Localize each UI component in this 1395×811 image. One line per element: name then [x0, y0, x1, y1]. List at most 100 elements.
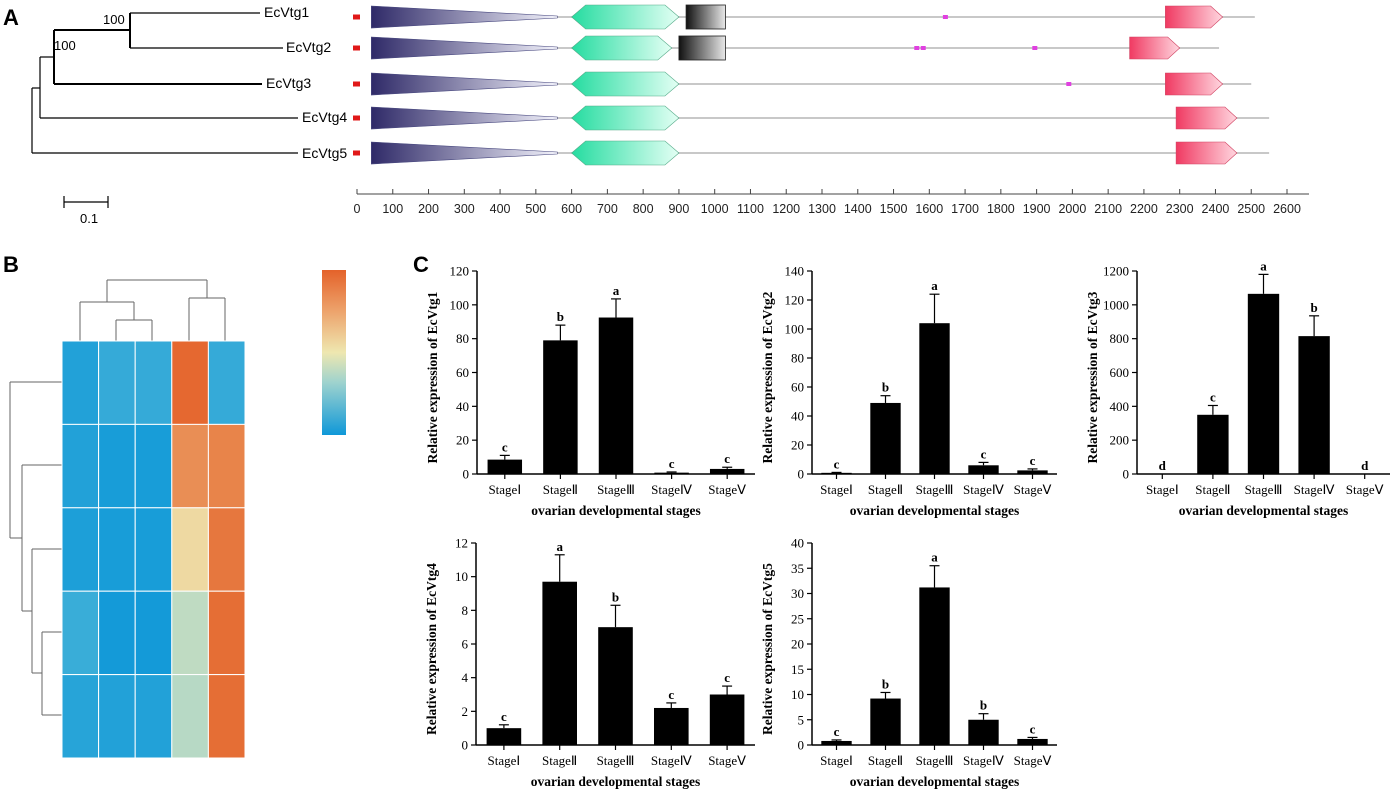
y-tick-label: 15: [791, 662, 804, 677]
taxon-label: EcVtg2: [286, 39, 331, 55]
domain-axis-tick-label: 700: [597, 202, 618, 216]
domain-axis-tick-label: 2200: [1130, 202, 1158, 216]
significance-letter: d: [1159, 458, 1167, 473]
heatmap-cell: [61, 340, 100, 425]
motif-marker: [914, 46, 920, 50]
protein-track: [353, 140, 1270, 166]
significance-letter: c: [981, 446, 987, 461]
lpd-n-domain: [371, 36, 558, 60]
domain-axis-tick-label: 600: [561, 202, 582, 216]
vwd-domain: [1175, 106, 1238, 130]
bar: [968, 465, 999, 474]
protein-track: [353, 4, 1255, 30]
x-tick-label: StageⅠ: [488, 753, 521, 768]
y-tick-label: 0: [463, 467, 470, 482]
bar: [654, 472, 689, 474]
significance-letter: a: [613, 283, 620, 298]
heatmap-cell: [61, 507, 100, 592]
x-tick-label: StageⅠ: [488, 482, 521, 497]
y-tick-label: 10: [455, 569, 468, 584]
lpd-n-domain: [371, 106, 558, 130]
significance-letter: d: [1361, 458, 1369, 473]
bar: [709, 468, 745, 474]
y-tick-label: 100: [450, 297, 470, 312]
domain-axis: 0 100 200 300 400 500 600 700 800 900 1000 1100 1200…: [354, 189, 1309, 216]
x-tick-label: StageⅡ: [1195, 482, 1230, 497]
vwd-domain: [1175, 141, 1238, 165]
x-tick-label: StageⅤ: [1346, 482, 1384, 497]
x-tick-label: StageⅡ: [868, 482, 903, 497]
taxon-label: EcVtg4: [302, 109, 347, 125]
motif-marker: [942, 15, 948, 19]
y-tick-label: 20: [791, 637, 804, 652]
significance-letter: c: [1210, 389, 1216, 404]
colorbar-gradient: [322, 270, 346, 435]
significance-letter: c: [724, 451, 730, 466]
bar: [1017, 470, 1048, 474]
pfam-unknown-domain: [685, 4, 726, 30]
heatmap-cell: [98, 507, 136, 592]
duf1943-domain: [571, 105, 680, 131]
domain-axis-tick-label: 1500: [880, 202, 908, 216]
domain-axis-tick-label: 1100: [737, 202, 764, 216]
x-tick-label: StageⅣ: [963, 753, 1004, 768]
bar: [1247, 293, 1280, 474]
heatmap-cell: [171, 590, 209, 676]
y-tick-label: 8: [462, 603, 469, 618]
significance-letter: b: [980, 698, 987, 713]
y-tick-label: 4: [462, 670, 469, 685]
x-axis-title: ovarian developmental stages: [1179, 503, 1349, 518]
heatmap-cell: [98, 674, 136, 759]
x-axis-title: ovarian developmental stages: [850, 503, 1020, 518]
duf1943-domain: [571, 71, 680, 97]
x-tick-label: StageⅣ: [1294, 482, 1335, 497]
panel-a-letter: A: [3, 5, 19, 30]
x-tick-label: StageⅢ: [916, 482, 954, 497]
bar: [1017, 738, 1048, 745]
bar: [919, 323, 950, 474]
y-tick-label: 600: [1110, 365, 1130, 380]
y-tick-label: 800: [1110, 331, 1130, 346]
significance-letter: c: [501, 709, 507, 724]
heatmap-cell: [134, 423, 173, 509]
significance-letter: c: [669, 456, 675, 471]
y-tick-label: 1000: [1103, 297, 1129, 312]
protein-track: [353, 105, 1270, 131]
significance-letter: a: [1260, 258, 1267, 273]
bar: [598, 317, 634, 474]
heatmap: [61, 340, 246, 759]
heatmap-cell: [207, 590, 246, 676]
duf1943-domain: [571, 35, 673, 61]
x-tick-label: StageⅠ: [820, 753, 853, 768]
signal-peptide: [353, 45, 360, 51]
domain-axis-tick-label: 1000: [701, 202, 729, 216]
x-axis-title: ovarian developmental stages: [531, 503, 701, 518]
heatmap-cell: [171, 340, 209, 425]
bar: [709, 694, 745, 745]
domain-axis-tick-label: 800: [633, 202, 654, 216]
significance-letter: a: [931, 550, 938, 565]
x-tick-label: StageⅢ: [1245, 482, 1283, 497]
domain-axis-tick-label: 1900: [1023, 202, 1051, 216]
heatmap-cell: [171, 423, 209, 509]
domain-axis-tick-label: 300: [454, 202, 475, 216]
duf1943-domain: [571, 140, 680, 166]
bar: [968, 719, 999, 745]
y-tick-label: 1200: [1103, 264, 1129, 279]
y-tick-label: 40: [791, 409, 804, 424]
bar: [542, 581, 577, 745]
bar: [1197, 414, 1229, 474]
lpd-n-domain: [371, 72, 558, 96]
y-tick-label: 2: [462, 704, 469, 719]
duf1943-domain: [571, 4, 680, 30]
domain-axis-tick-label: 2100: [1094, 202, 1122, 216]
heatmap-cell: [134, 674, 173, 759]
significance-letter: b: [1310, 300, 1317, 315]
bar: [486, 728, 522, 745]
phylogenetic-tree: [31, 12, 298, 154]
heatmap-cell: [61, 423, 100, 509]
motif-marker: [1032, 46, 1038, 50]
signal-peptide: [353, 150, 360, 156]
signal-peptide: [353, 115, 360, 121]
significance-letter: b: [557, 309, 564, 324]
